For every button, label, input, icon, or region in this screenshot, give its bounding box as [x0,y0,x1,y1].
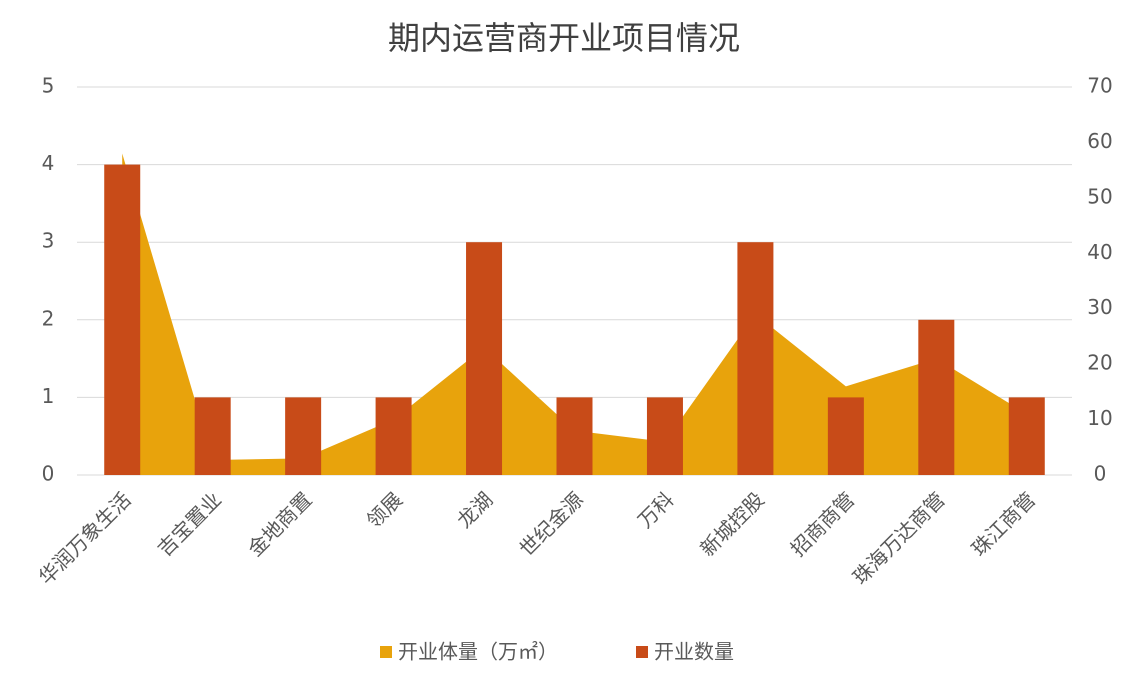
bar [1008,397,1045,475]
y-tick-label: 2 [42,306,55,330]
bar [737,242,774,475]
bar [556,397,593,475]
legend-label: 开业体量（万㎡） [398,640,558,664]
y2-tick-label: 30 [1087,295,1112,319]
y2-tick-label: 40 [1087,240,1112,264]
y2-tick-label: 60 [1087,129,1112,153]
bar [918,319,955,475]
y-tick-label: 3 [42,229,55,253]
y2-tick-label: 50 [1087,184,1112,208]
bar [466,242,503,475]
y2-tick-label: 70 [1087,74,1112,98]
legend-swatch [636,646,648,658]
y-tick-label: 1 [42,384,55,408]
x-tick-label: 珠海万达商管 [848,487,950,589]
bar [285,397,322,475]
x-tick-label: 招商商管 [786,487,860,561]
bar [375,397,412,475]
bar [194,397,231,475]
x-tick-label: 龙湖 [452,487,497,532]
area [122,153,1027,475]
y-tick-label: 4 [42,151,55,175]
x-tick-label: 珠江商管 [967,487,1041,561]
x-tick-label: 领展 [362,487,407,532]
y2-tick-label: 20 [1087,351,1112,375]
y-tick-label: 0 [42,462,55,486]
legend-swatch [380,646,392,658]
y2-tick-label: 10 [1087,406,1112,430]
bar [646,397,683,475]
bar [104,164,141,475]
y2-tick-label: 0 [1094,462,1107,486]
chart-title: 期内运营商开业项目情况 [388,19,740,57]
x-tick-label: 华润万象生活 [34,487,136,589]
x-tick-label: 万科 [633,487,678,532]
y-tick-label: 5 [42,74,55,98]
bar [827,397,864,475]
x-tick-label: 金地商置 [243,487,317,561]
x-tick-label: 新城控股 [695,487,769,561]
x-tick-label: 吉宝置业 [153,487,227,561]
legend-label: 开业数量 [654,640,734,664]
x-tick-label: 世纪金源 [514,487,588,561]
